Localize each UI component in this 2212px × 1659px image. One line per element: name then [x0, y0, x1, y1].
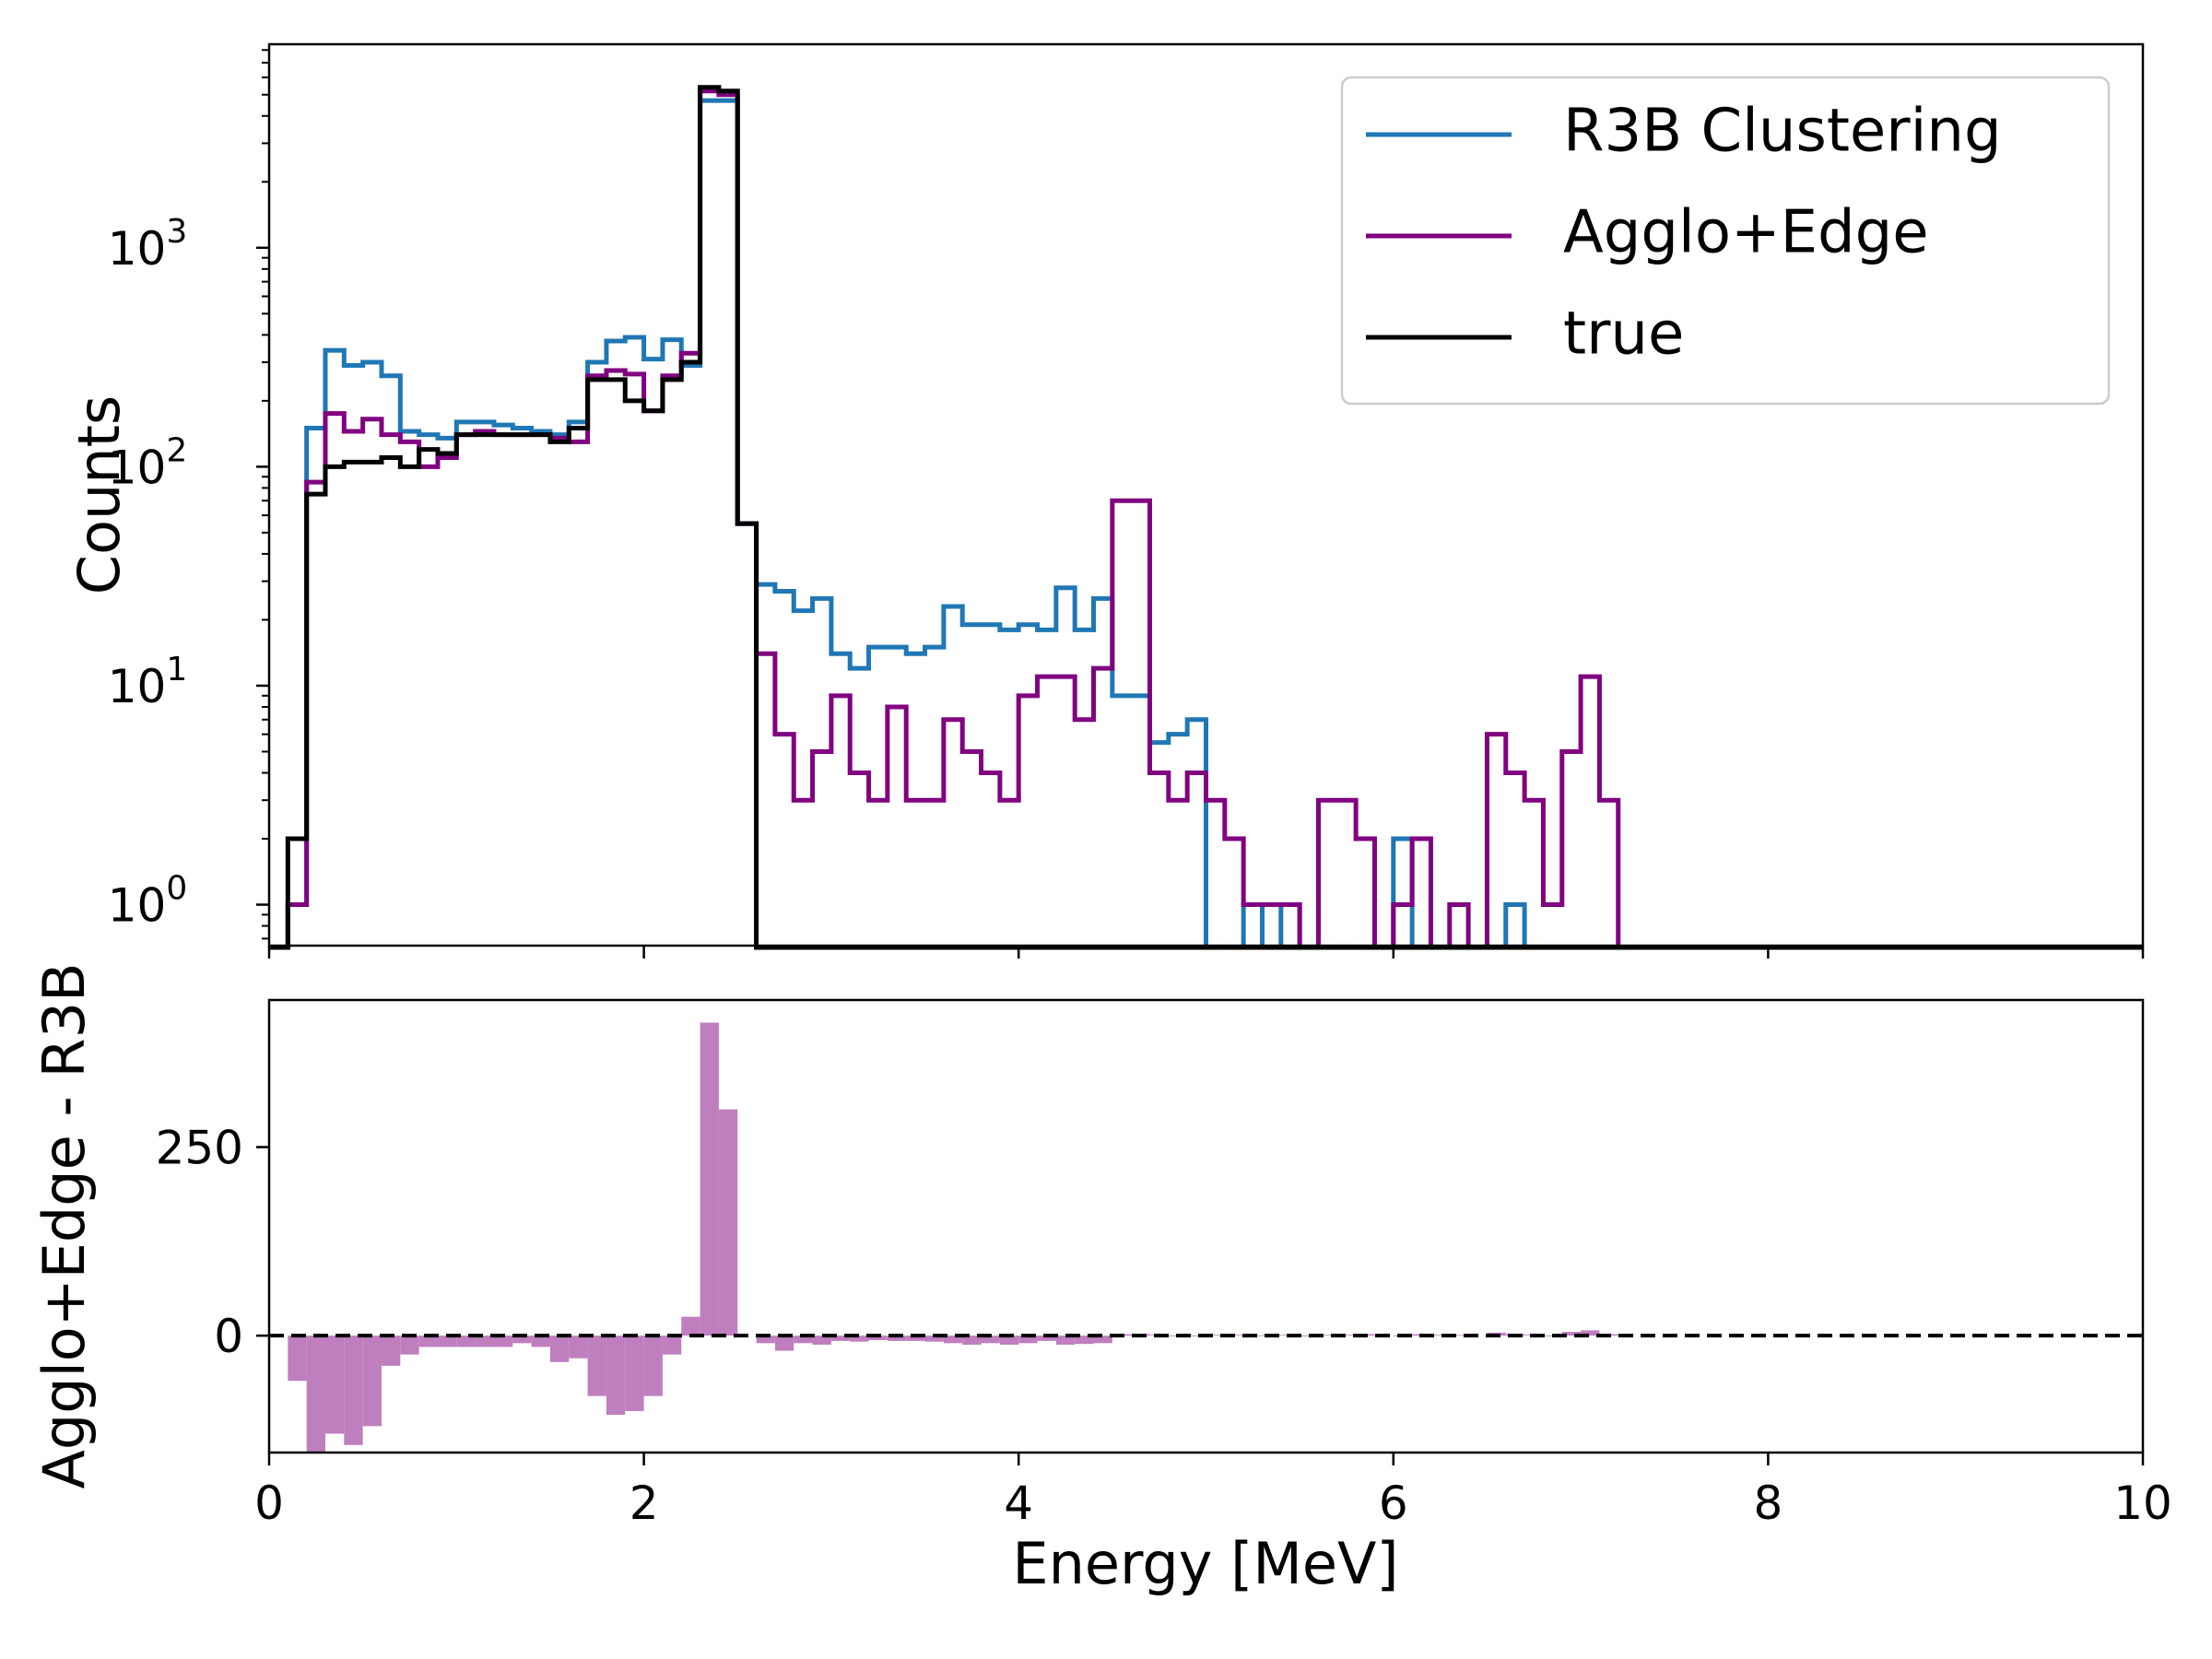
difference-bar	[943, 1335, 963, 1344]
x-tick-label: 10	[2113, 1477, 2172, 1530]
x-tick-label: 4	[1004, 1477, 1033, 1530]
legend-label-r3b: R3B Clustering	[1563, 98, 2002, 166]
difference-bar	[324, 1335, 345, 1434]
bottom-plot-frame	[267, 998, 2145, 1454]
difference-bar	[999, 1335, 1019, 1345]
difference-bar	[662, 1335, 682, 1355]
x-tick-label: 8	[1753, 1477, 1783, 1530]
top-x-ticks	[267, 946, 2145, 959]
bottom-y-axis-title: Agglo+Edge - R3B	[30, 962, 98, 1488]
difference-bar	[1018, 1335, 1038, 1344]
difference-bar	[288, 1335, 307, 1382]
difference-bar	[493, 1335, 513, 1347]
difference-bar	[887, 1335, 907, 1341]
difference-bar	[1187, 1335, 1206, 1336]
difference-bar	[306, 1335, 325, 1453]
difference-bar	[700, 1022, 719, 1336]
difference-bar	[437, 1335, 457, 1347]
difference-bar	[418, 1335, 438, 1347]
difference-bar	[868, 1335, 888, 1341]
difference-bar	[756, 1335, 775, 1344]
legend: R3B Clustering Agglo+Edge true	[1340, 76, 2111, 406]
top-minor-ticks	[262, 49, 269, 940]
top-plot-frame	[267, 42, 2145, 947]
difference-bar	[569, 1335, 588, 1359]
difference-bar	[381, 1335, 401, 1366]
bottom-plot-area	[269, 1000, 2143, 1453]
x-tick-label: 0	[254, 1477, 284, 1530]
top-y-ticks: 100 101 102 103	[108, 213, 269, 933]
legend-box	[1340, 76, 2111, 406]
difference-bar	[794, 1335, 813, 1344]
difference-bar	[962, 1335, 982, 1345]
difference-bar	[512, 1335, 532, 1344]
difference-bar	[812, 1335, 831, 1345]
legend-entry-true: true	[1366, 300, 1684, 369]
y-tick-label: 103	[108, 213, 188, 276]
top-y-axis-title: Counts	[65, 395, 133, 594]
difference-bar	[1581, 1330, 1600, 1336]
bottom-panel: 0 250 0 2 4 6 8 10 Agglo+Edge - R3B Energy [Me…	[30, 962, 2172, 1597]
bottom-x-ticks: 0 2 4 6 8 10	[254, 1453, 2172, 1530]
x-tick-label: 6	[1379, 1477, 1408, 1530]
legend-label-agglo-edge: Agglo+Edge	[1563, 199, 1929, 267]
difference-bar	[981, 1335, 1000, 1344]
difference-bar	[774, 1335, 794, 1351]
difference-bar	[1037, 1335, 1056, 1341]
difference-bar	[456, 1335, 476, 1347]
difference-bar	[587, 1335, 606, 1396]
difference-bar	[1093, 1335, 1112, 1344]
y-tick-label: 0	[214, 1310, 243, 1363]
difference-bar	[531, 1335, 550, 1347]
legend-entry-agglo-edge: Agglo+Edge	[1366, 199, 1929, 267]
difference-bar	[924, 1335, 944, 1342]
difference-bar	[830, 1335, 851, 1341]
difference-bar	[625, 1335, 644, 1411]
difference-bar	[643, 1335, 663, 1396]
difference-bar	[850, 1335, 869, 1342]
difference-bar	[1561, 1332, 1582, 1336]
bottom-y-ticks: 0 250	[156, 1122, 269, 1363]
difference-bar	[400, 1335, 419, 1355]
x-tick-label: 2	[629, 1477, 659, 1530]
difference-bar	[344, 1335, 363, 1445]
difference-bar	[681, 1316, 700, 1336]
y-tick-label: 250	[156, 1122, 243, 1175]
top-panel: 100 101 102 103 Counts R3B Clustering Agglo…	[65, 42, 2145, 959]
y-tick-label: 100	[108, 870, 188, 933]
difference-bar	[362, 1335, 382, 1427]
difference-bar	[906, 1335, 925, 1341]
x-axis-title: Energy [MeV]	[1012, 1530, 1398, 1597]
legend-entry-r3b: R3B Clustering	[1366, 98, 2002, 166]
difference-bar	[606, 1335, 626, 1416]
difference-bar	[475, 1335, 494, 1347]
difference-bar	[1075, 1335, 1094, 1345]
difference-bar	[718, 1109, 738, 1336]
difference-bar	[1055, 1335, 1076, 1345]
legend-label-true: true	[1563, 300, 1684, 369]
difference-bar	[549, 1335, 570, 1362]
y-tick-label: 102	[108, 431, 188, 494]
y-tick-label: 101	[108, 651, 188, 713]
